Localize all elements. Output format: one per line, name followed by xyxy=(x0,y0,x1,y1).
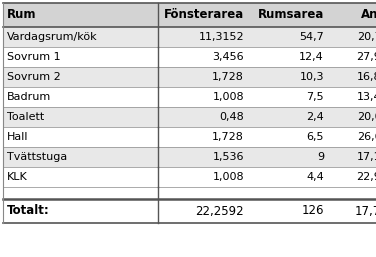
Text: 20,00%: 20,00% xyxy=(357,112,376,122)
Bar xyxy=(158,67,248,87)
Bar xyxy=(158,199,248,223)
Bar xyxy=(328,47,376,67)
Text: 20,70%: 20,70% xyxy=(356,32,376,42)
Bar xyxy=(3,147,158,167)
Bar xyxy=(328,199,376,223)
Text: 1,728: 1,728 xyxy=(212,72,244,82)
Bar xyxy=(248,127,328,147)
Bar xyxy=(3,47,158,67)
Text: Vardagsrum/kök: Vardagsrum/kök xyxy=(7,32,98,42)
Text: 17,70%: 17,70% xyxy=(354,205,376,217)
Bar xyxy=(248,47,328,67)
Bar xyxy=(328,147,376,167)
Bar xyxy=(158,147,248,167)
Bar xyxy=(158,167,248,187)
Text: Sovrum 1: Sovrum 1 xyxy=(7,52,61,62)
Text: Andel: Andel xyxy=(361,8,376,22)
Bar xyxy=(3,67,158,87)
Bar xyxy=(3,3,158,27)
Bar xyxy=(3,87,158,107)
Bar xyxy=(158,47,248,67)
Text: 26,60%: 26,60% xyxy=(357,132,376,142)
Text: Badrum: Badrum xyxy=(7,92,51,102)
Bar xyxy=(328,107,376,127)
Text: 17,10%: 17,10% xyxy=(357,152,376,162)
Bar xyxy=(248,167,328,187)
Text: 1,008: 1,008 xyxy=(212,92,244,102)
Bar xyxy=(158,87,248,107)
Bar xyxy=(158,127,248,147)
Bar xyxy=(248,187,328,199)
Bar xyxy=(328,187,376,199)
Text: 54,7: 54,7 xyxy=(299,32,324,42)
Bar xyxy=(158,3,248,27)
Bar xyxy=(158,27,248,47)
Bar xyxy=(158,107,248,127)
Text: 27,90%: 27,90% xyxy=(356,52,376,62)
Bar xyxy=(248,147,328,167)
Bar xyxy=(248,67,328,87)
Bar xyxy=(3,107,158,127)
Text: Tvättstuga: Tvättstuga xyxy=(7,152,67,162)
Text: Hall: Hall xyxy=(7,132,29,142)
Text: 1,728: 1,728 xyxy=(212,132,244,142)
Bar xyxy=(328,67,376,87)
Text: 4,4: 4,4 xyxy=(306,172,324,182)
Text: 1,536: 1,536 xyxy=(212,152,244,162)
Bar xyxy=(3,27,158,47)
Text: 2,4: 2,4 xyxy=(306,112,324,122)
Bar xyxy=(328,3,376,27)
Bar xyxy=(3,187,158,199)
Text: 6,5: 6,5 xyxy=(306,132,324,142)
Text: 10,3: 10,3 xyxy=(300,72,324,82)
Text: 9: 9 xyxy=(317,152,324,162)
Text: KLK: KLK xyxy=(7,172,28,182)
Text: 16,80%: 16,80% xyxy=(357,72,376,82)
Text: 3,456: 3,456 xyxy=(212,52,244,62)
Bar xyxy=(248,27,328,47)
Text: 13,40%: 13,40% xyxy=(357,92,376,102)
Text: Toalett: Toalett xyxy=(7,112,44,122)
Bar xyxy=(328,27,376,47)
Bar xyxy=(248,3,328,27)
Text: Rum: Rum xyxy=(7,8,36,22)
Text: 0,48: 0,48 xyxy=(219,112,244,122)
Text: Sovrum 2: Sovrum 2 xyxy=(7,72,61,82)
Bar xyxy=(248,87,328,107)
Text: 1,008: 1,008 xyxy=(212,172,244,182)
Bar xyxy=(248,107,328,127)
Text: 12,4: 12,4 xyxy=(299,52,324,62)
Bar xyxy=(3,167,158,187)
Bar xyxy=(248,199,328,223)
Bar xyxy=(328,87,376,107)
Text: 11,3152: 11,3152 xyxy=(199,32,244,42)
Text: Totalt:: Totalt: xyxy=(7,205,50,217)
Text: Fönsterarea: Fönsterarea xyxy=(164,8,244,22)
Bar xyxy=(3,199,158,223)
Bar xyxy=(158,187,248,199)
Bar xyxy=(3,127,158,147)
Text: 22,2592: 22,2592 xyxy=(196,205,244,217)
Text: 22,90%: 22,90% xyxy=(356,172,376,182)
Text: Rumsarea: Rumsarea xyxy=(258,8,324,22)
Text: 126: 126 xyxy=(302,205,324,217)
Bar xyxy=(328,127,376,147)
Bar xyxy=(328,167,376,187)
Text: 7,5: 7,5 xyxy=(306,92,324,102)
